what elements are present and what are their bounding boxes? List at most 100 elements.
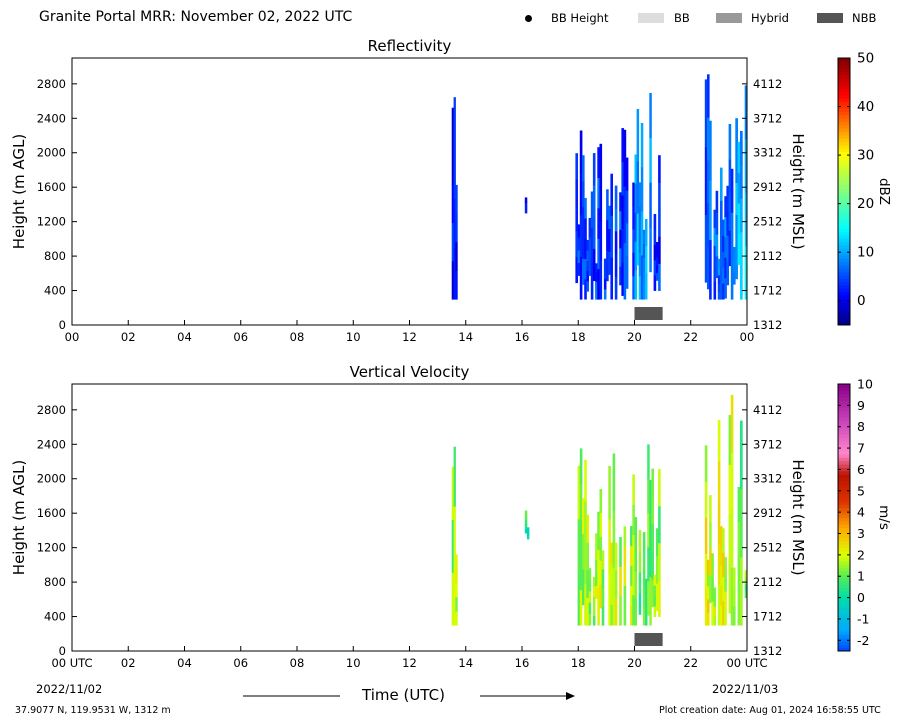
echo-cell-6 (732, 259, 736, 273)
colorbar-segment (838, 454, 850, 458)
echo-cell-2 (623, 186, 627, 244)
echo-cell-5 (722, 219, 725, 236)
echo-cell-5 (713, 597, 717, 607)
bb-height-legend-marker (525, 15, 532, 22)
echo-cell-2 (606, 189, 609, 221)
echo-cell-2 (577, 237, 581, 251)
echo-cell-2 (599, 584, 603, 609)
x-tick-label: 16 (515, 656, 530, 670)
x-tick-label: 08 (290, 656, 305, 670)
colorbar-segment (838, 281, 850, 286)
echo-cell-2 (606, 219, 609, 251)
colorbar-segment (838, 164, 850, 169)
echo-cell-5 (728, 563, 732, 614)
colorbar-segment (838, 111, 850, 116)
colorbar-segment (838, 268, 850, 273)
colorbar-tick-label: 40 (857, 99, 874, 115)
y-axis-label: Height (m AGL) (10, 134, 28, 249)
x-tick-label: 00 UTC (726, 656, 767, 670)
x-tick-label: 06 (233, 330, 248, 344)
echo-cell-3 (647, 478, 650, 514)
colorbar-segment (838, 570, 850, 575)
colorbar-segment (838, 637, 850, 642)
colorbar-segment (838, 590, 850, 595)
echo-cell-2 (610, 173, 613, 216)
echo-cell-5 (728, 124, 732, 160)
echo-cell-5 (713, 281, 717, 300)
echo-cell-5 (713, 615, 717, 626)
echo-cell-0 (453, 198, 456, 250)
echo-cell-6 (732, 567, 736, 588)
echo-cell-2 (599, 512, 603, 537)
echo-cell-6 (737, 556, 741, 591)
echo-cell-2 (579, 589, 583, 626)
echo-cell-2 (588, 237, 592, 257)
colorbar-segment (838, 647, 850, 652)
echo-cell-2 (597, 208, 600, 239)
echo-cell-4 (655, 528, 659, 557)
colorbar-segment (838, 484, 850, 488)
echo-cell-5 (726, 185, 729, 211)
echo-cell-2 (582, 258, 585, 285)
colorbar-tick-label: 4 (857, 505, 865, 520)
colorbar-segment (838, 597, 850, 602)
echo-cell-2 (610, 604, 613, 626)
echo-cell-5 (720, 526, 723, 547)
x-tick-label: 22 (683, 656, 698, 670)
echo-cell-2 (575, 230, 578, 258)
echo-cell-5 (704, 553, 708, 590)
echo-cell-2 (630, 605, 633, 626)
echo-cell-5 (720, 546, 723, 567)
echo-cell-2 (595, 546, 598, 560)
echo-cell-5 (707, 599, 710, 613)
echo-cell-2 (601, 569, 605, 589)
y-tick-label: 0 (59, 318, 66, 332)
colorbar-segment (838, 550, 850, 555)
echo-cell-2 (619, 210, 622, 230)
echo-cell-0 (451, 466, 454, 520)
echo-cell-5 (713, 606, 717, 617)
echo-cell-5 (728, 415, 732, 465)
colorbar-segment (838, 520, 850, 525)
echo-cell-4 (658, 579, 661, 617)
colorbar-segment (838, 440, 850, 445)
colorbar-segment (838, 304, 850, 309)
echo-cell-5 (704, 147, 708, 215)
echo-cell-6 (737, 203, 741, 235)
colorbar-segment (838, 301, 850, 306)
colorbar-segment (838, 158, 850, 162)
echo-cell-4 (651, 496, 654, 525)
echo-cell-2 (586, 250, 589, 261)
echo-cell-2 (579, 554, 583, 591)
colorbar-segment (838, 517, 850, 522)
echo-cell-2 (608, 572, 611, 626)
y-tick-label-right: 1312 (753, 318, 782, 332)
echo-layer (451, 74, 747, 300)
echo-cell-2 (619, 266, 622, 286)
colorbar-segment (838, 138, 850, 142)
echo-cell-0 (453, 506, 456, 567)
echo-cell-2 (632, 595, 635, 626)
echo-cell-2 (592, 184, 596, 218)
echo-cell-6 (740, 557, 743, 626)
x-tick-label: 00 UTC (51, 656, 92, 670)
colorbar-segment (838, 251, 850, 256)
echo-cell-5 (704, 481, 708, 518)
echo-cell-3 (634, 183, 637, 213)
colorbar-segment (838, 410, 850, 415)
x-tick-label: 08 (290, 330, 305, 344)
x-tick-label: 22 (683, 330, 698, 344)
echo-cell-2 (597, 238, 600, 270)
colorbar-segment (838, 311, 850, 316)
echo-cell-0 (455, 582, 458, 598)
x-tick-label: 02 (121, 656, 136, 670)
x-tick-label: 10 (346, 330, 361, 344)
echo-cell-2 (595, 272, 598, 282)
echo-cell-5 (722, 600, 725, 626)
echo-cell-2 (601, 606, 605, 626)
echo-cell-5 (730, 510, 734, 568)
echo-cell-4 (655, 249, 659, 258)
echo-cell-2 (579, 257, 583, 300)
echo-cell-2 (614, 542, 618, 571)
echo-cell-5 (722, 283, 725, 300)
